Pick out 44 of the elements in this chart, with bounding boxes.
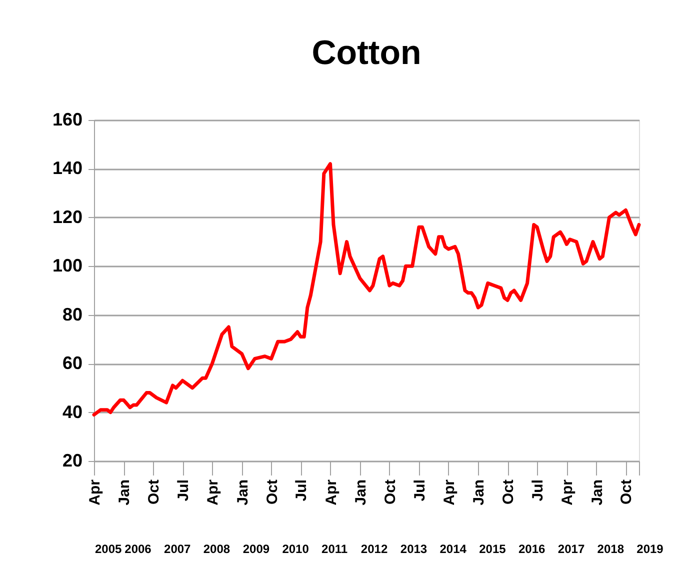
x-tick-label: Oct [500, 480, 518, 505]
x-tick-label: Jan [352, 480, 370, 506]
x-tick-label: Apr [322, 479, 340, 506]
y-tick-label: 100 [52, 256, 82, 276]
text: 2018 [597, 542, 624, 556]
x-tick-label: Apr [559, 479, 576, 506]
x-tick-label: Jan [234, 480, 252, 506]
text: 2008 [203, 542, 230, 556]
x-tick-label: Jul [411, 480, 428, 502]
text: 2009 [242, 542, 270, 556]
text: 2005 [95, 542, 122, 556]
text: 2015 [479, 542, 506, 556]
x-tick-label: Apr [204, 479, 222, 506]
x-tick-label: Oct [618, 480, 636, 505]
x-tick-label: Jan [116, 480, 134, 506]
text: 2016 [518, 542, 546, 556]
x-tick-label: Jan [588, 480, 606, 506]
x-tick-label: Apr [86, 479, 104, 506]
x-tick-label: Apr [440, 479, 458, 506]
x-tick-label: Jan [470, 480, 488, 506]
x-tick-label: Oct [382, 480, 399, 505]
y-tick-label: 40 [62, 402, 82, 422]
text: 2012 [360, 542, 388, 556]
y-tick-label: 20 [62, 450, 82, 470]
line-series [92, 162, 641, 416]
y-tick-label: 160 [52, 110, 82, 130]
y-tick-label: 80 [62, 304, 82, 324]
text: 2010 [282, 542, 310, 556]
x-tick-label: Oct [146, 480, 163, 505]
x-tick-label: Jul [175, 480, 192, 502]
text: 2011 [322, 542, 348, 556]
text: 2017 [558, 542, 585, 556]
x-tick-label: Oct [264, 480, 281, 505]
text: 2007 [164, 542, 192, 556]
y-tick-label: 140 [52, 158, 82, 178]
text: 2006 [124, 542, 152, 556]
x-tick-label: Jul [293, 480, 310, 502]
text: 2014 [440, 542, 467, 556]
y-tick-label: 120 [52, 206, 82, 227]
x-tick-label: Jul [530, 480, 547, 502]
chart-title: Cotton [312, 34, 422, 72]
y-tick-label: 60 [62, 353, 82, 374]
text: 2013 [400, 542, 428, 556]
text: 2019 [636, 542, 664, 556]
